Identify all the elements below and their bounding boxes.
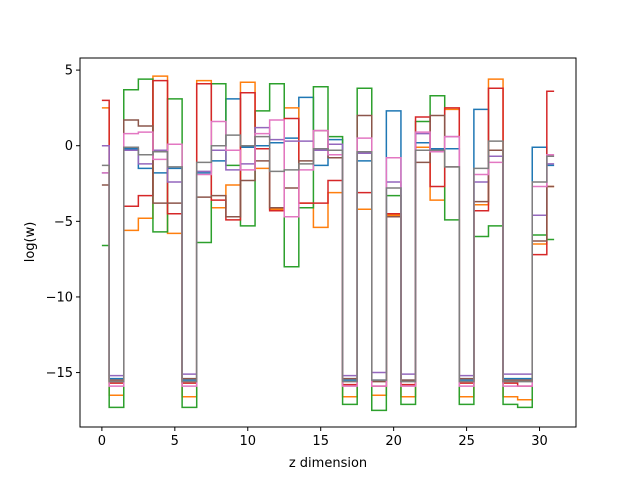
x-tick-label: 20 [385,434,402,449]
x-tick-label: 25 [458,434,475,449]
axes-frame [79,57,577,428]
x-tick-label: 5 [171,434,179,449]
x-tick-label: 10 [239,434,256,449]
x-axis-label: z dimension [289,456,367,471]
y-tick-label: 0 [65,139,73,154]
x-axis-ticks: 0 5 10 15 20 25 30 [98,427,548,449]
series-line-3 [101,78,555,412]
x-tick-label: 15 [312,434,329,449]
y-tick-label: −10 [46,290,73,305]
y-axis-ticks: 5 0 −5 −10 −15 [46,64,80,381]
series-line-4 [101,79,555,387]
y-axis-label: log(w) [23,222,38,263]
x-tick-label: 30 [531,434,548,449]
series-line-2 [101,75,555,401]
y-tick-label: 5 [65,64,73,79]
series-line-8 [101,134,555,383]
plot-lines [101,75,555,412]
series-line-1 [101,96,555,381]
y-tick-label: −5 [54,215,73,230]
y-tick-label: −15 [46,366,73,381]
x-tick-label: 0 [98,434,106,449]
